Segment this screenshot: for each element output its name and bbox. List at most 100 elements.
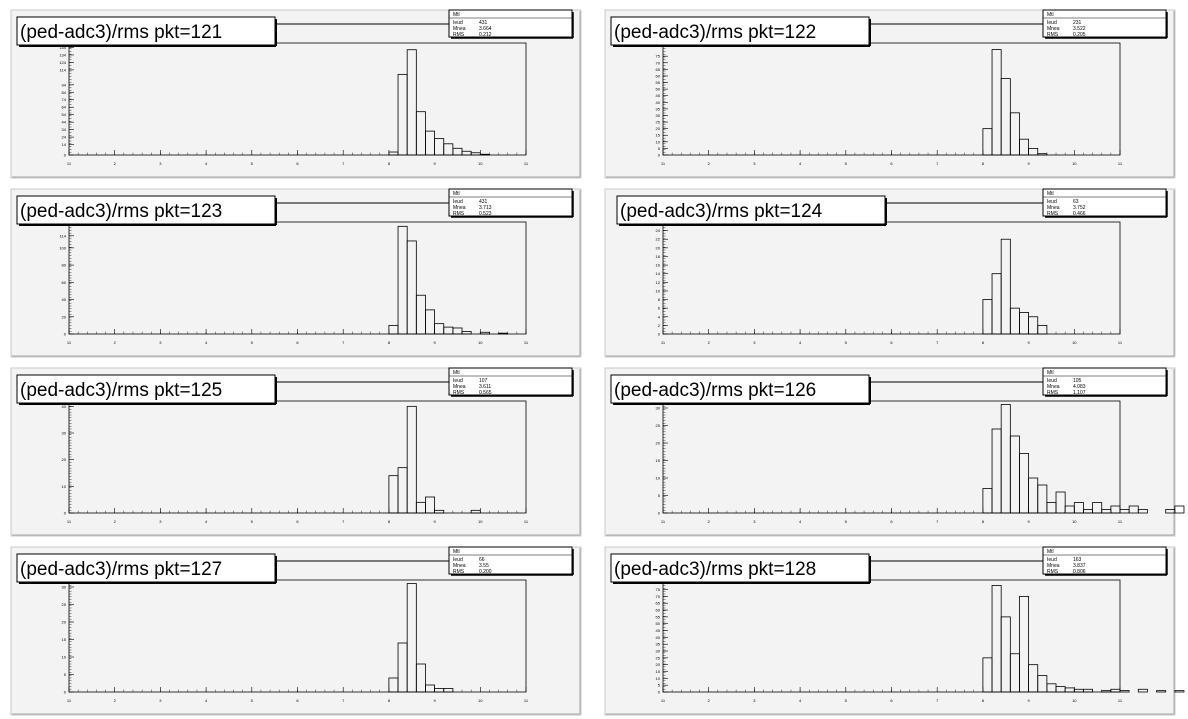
y-tick-label: 50 (656, 87, 661, 92)
y-tick-label: 10 (656, 476, 661, 481)
y-tick-label: 35 (656, 106, 661, 111)
y-tick-label: 44 (62, 120, 67, 125)
stats-value: 3.664 (479, 26, 492, 32)
stats-value: 1.107 (1073, 390, 1086, 396)
y-tick-label: 40 (62, 297, 67, 302)
histogram-bin (1156, 690, 1167, 693)
x-tick-label: 2 (114, 698, 117, 703)
stats-name: Mtl (1047, 370, 1054, 376)
y-tick-label: 75 (656, 54, 661, 59)
x-tick-label: 11 (524, 519, 529, 524)
x-tick-label: 8 (388, 340, 391, 345)
x-tick-label: 11 (67, 698, 72, 703)
x-tick-label: 4 (205, 161, 208, 166)
y-tick-label: 45 (656, 628, 661, 633)
y-tick-label: 24 (62, 135, 67, 140)
x-tick-label: 4 (205, 698, 208, 703)
y-tick-label: 0 (658, 332, 661, 337)
y-tick-label: 144 (59, 45, 66, 50)
x-tick-label: 11 (67, 161, 72, 166)
y-tick-label: 70 (656, 594, 661, 599)
stats-box (448, 9, 573, 38)
stats-label: Ieud (1047, 557, 1057, 563)
x-tick-label: 9 (1027, 340, 1030, 345)
title-box (610, 16, 870, 46)
x-tick-label: 3 (753, 161, 756, 166)
stats-label: RMS (1047, 32, 1059, 38)
x-tick-label: 10 (478, 698, 483, 703)
x-tick-label: 9 (433, 161, 436, 166)
stats-label: RMS (1047, 211, 1059, 217)
x-tick-label: 10 (1072, 340, 1077, 345)
stats-label: Mnea (1047, 205, 1060, 211)
y-tick-label: 60 (62, 280, 67, 285)
histogram-bin (1037, 153, 1048, 156)
histogram-panel: 0 10 20 30 40 11 2 3 4 5 6 7 8 9 10 11 Mtl Ieud 107 Mnea 3.6… (10, 367, 582, 537)
x-tick-label: 3 (159, 340, 162, 345)
y-tick-label: 20 (656, 662, 661, 667)
x-tick-label: 7 (936, 519, 939, 524)
x-tick-label: 6 (296, 161, 299, 166)
y-tick-label: 14 (62, 142, 67, 147)
y-tick-label: 30 (62, 431, 67, 436)
y-tick-label: 0 (64, 511, 67, 516)
y-tick-label: 25 (62, 602, 67, 607)
chart-title: (ped-adc3)/rms pkt=128 (614, 559, 816, 580)
x-tick-label: 10 (1072, 519, 1077, 524)
chart-title: (ped-adc3)/rms pkt=121 (20, 22, 222, 43)
stats-value: 3.611 (479, 384, 491, 390)
y-tick-label: 12 (656, 280, 661, 285)
x-tick-label: 10 (478, 519, 483, 524)
y-tick-label: 15 (62, 637, 67, 642)
x-tick-label: 5 (251, 698, 254, 703)
x-tick-label: 10 (1072, 161, 1077, 166)
x-tick-label: 6 (890, 161, 893, 166)
x-tick-label: 9 (1027, 161, 1030, 166)
stats-name: Mtl (453, 191, 460, 197)
x-tick-label: 11 (661, 698, 666, 703)
y-tick-label: 15 (656, 133, 661, 138)
x-tick-label: 7 (342, 161, 345, 166)
x-tick-label: 2 (114, 519, 117, 524)
stats-value: 66 (479, 557, 485, 563)
x-tick-label: 6 (296, 340, 299, 345)
x-tick-label: 5 (845, 519, 848, 524)
stats-name: Mtl (453, 370, 460, 376)
y-tick-label: 100 (59, 245, 66, 250)
stats-value: 431 (479, 199, 488, 205)
x-tick-label: 11 (661, 161, 666, 166)
stats-box (1042, 9, 1167, 38)
y-tick-label: 14 (656, 271, 661, 276)
x-tick-label: 8 (982, 161, 985, 166)
stats-value: 3.752 (1073, 205, 1086, 211)
stats-value: 4.083 (1073, 384, 1086, 390)
x-tick-label: 11 (67, 519, 72, 524)
x-tick-label: 6 (890, 340, 893, 345)
x-tick-label: 8 (388, 698, 391, 703)
histogram-bin (1137, 688, 1148, 693)
x-tick-label: 11 (67, 340, 72, 345)
stats-value: 163 (1073, 557, 1082, 563)
stats-value: 431 (479, 20, 488, 26)
y-tick-label: 30 (656, 406, 661, 411)
x-tick-label: 5 (845, 161, 848, 166)
y-tick-label: 20 (656, 441, 661, 446)
x-tick-label: 2 (708, 698, 711, 703)
y-tick-label: 35 (656, 642, 661, 647)
y-tick-label: 124 (59, 60, 66, 65)
title-box (16, 374, 276, 404)
x-tick-label: 8 (982, 519, 985, 524)
y-tick-label: 20 (62, 457, 67, 462)
stats-value: 3.522 (1073, 26, 1086, 32)
histogram-bin (406, 49, 417, 156)
y-tick-label: 75 (656, 587, 661, 592)
stats-value: 3.837 (1073, 563, 1086, 569)
x-tick-label: 9 (433, 340, 436, 345)
histogram-bin (461, 331, 472, 335)
y-tick-label: 74 (62, 97, 67, 102)
stats-box (448, 546, 573, 575)
x-tick-label: 5 (845, 340, 848, 345)
histogram-bin (1092, 502, 1103, 514)
